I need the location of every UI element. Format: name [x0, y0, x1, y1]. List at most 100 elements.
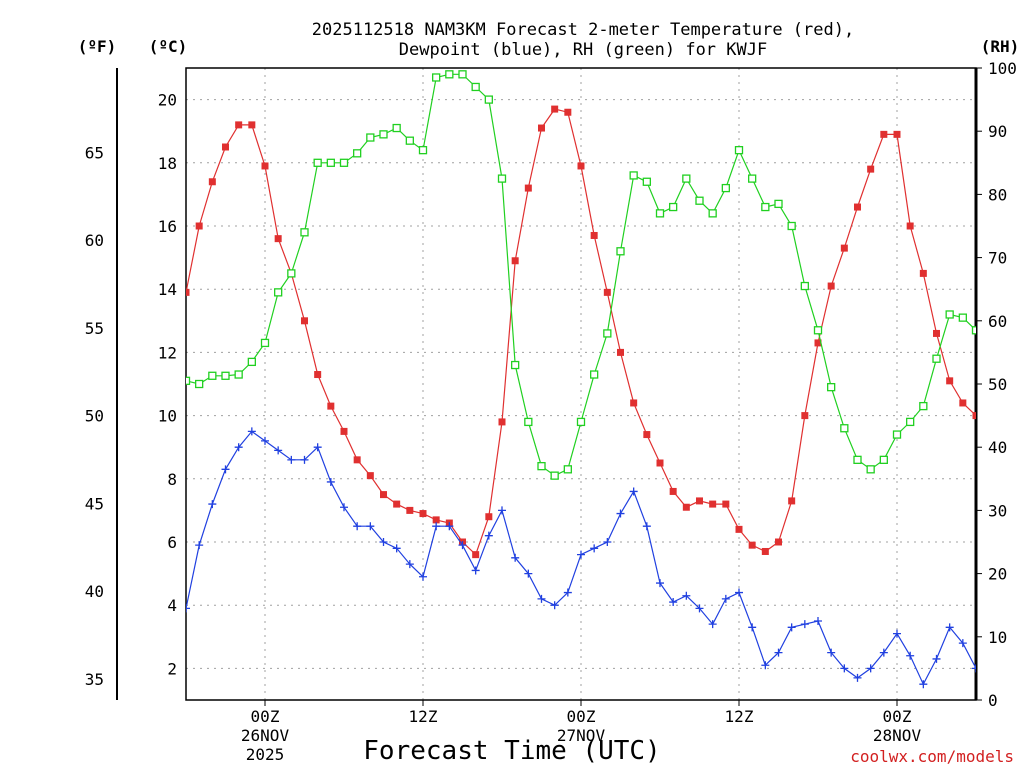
- data-point: [616, 247, 625, 256]
- data-point: [195, 222, 203, 230]
- data-point: [946, 377, 954, 385]
- rh-tick-label: 90: [988, 122, 1007, 141]
- rh-tick-label: 100: [988, 59, 1017, 78]
- celsius-tick-label: 4: [167, 596, 177, 615]
- data-point: [932, 354, 941, 363]
- data-point: [511, 360, 520, 370]
- data-point: [524, 569, 533, 578]
- data-point: [972, 412, 976, 420]
- data-point: [708, 209, 717, 218]
- data-point: [340, 427, 348, 435]
- data-point: [261, 436, 269, 445]
- x-tick-label: 00Z: [883, 707, 912, 726]
- data-point: [590, 231, 598, 239]
- data-point: [642, 177, 651, 186]
- data-point: [445, 70, 454, 79]
- x-tick-label: 00Z: [567, 707, 596, 726]
- data-point: [656, 579, 664, 588]
- rh-tick-label: 20: [988, 565, 1007, 584]
- data-point: [735, 588, 743, 597]
- data-point: [880, 130, 888, 138]
- data-point: [300, 228, 309, 237]
- data-point: [538, 124, 545, 132]
- data-point: [958, 639, 967, 648]
- data-point: [721, 183, 730, 193]
- data-point: [879, 648, 888, 657]
- data-point: [642, 522, 651, 531]
- data-point: [616, 509, 625, 518]
- data-point: [313, 158, 322, 167]
- data-point: [748, 623, 757, 632]
- data-point: [392, 544, 401, 553]
- data-point: [235, 121, 243, 129]
- data-point: [260, 338, 270, 348]
- data-point: [761, 202, 770, 212]
- data-point: [840, 424, 849, 433]
- rh-axis-unit: (RH): [981, 37, 1020, 56]
- x-tick-date: 28NOV: [873, 726, 922, 745]
- series-dewpoint: [186, 427, 976, 689]
- data-point: [326, 158, 335, 167]
- data-point: [748, 541, 756, 549]
- data-point: [471, 82, 480, 92]
- data-point: [603, 288, 611, 296]
- data-point: [919, 401, 928, 411]
- celsius-tick-label: 6: [167, 533, 177, 552]
- celsius-tick-label: 8: [167, 470, 177, 489]
- data-point: [551, 105, 559, 113]
- data-point: [893, 629, 901, 638]
- data-point: [550, 471, 559, 480]
- rh-tick-label: 10: [988, 628, 1007, 647]
- celsius-tick-label: 12: [158, 343, 177, 362]
- data-point: [800, 281, 809, 291]
- data-point: [471, 566, 480, 575]
- data-point: [971, 326, 976, 335]
- data-point: [669, 202, 678, 212]
- data-point: [379, 538, 388, 546]
- data-point: [590, 370, 599, 379]
- fahrenheit-tick-label: 40: [85, 582, 104, 601]
- data-point: [879, 455, 888, 464]
- data-point: [484, 531, 493, 540]
- data-point: [840, 244, 848, 252]
- data-point: [274, 288, 283, 297]
- data-point: [419, 510, 427, 518]
- data-point: [419, 572, 427, 581]
- data-point: [208, 371, 217, 380]
- data-point: [287, 269, 296, 278]
- data-point: [563, 588, 572, 597]
- series-rh: [186, 70, 976, 480]
- celsius-axis-unit: (ºC): [149, 37, 188, 56]
- data-point: [906, 222, 914, 230]
- data-point: [564, 108, 572, 116]
- data-point: [186, 604, 190, 613]
- fahrenheit-tick-label: 45: [85, 494, 104, 513]
- data-point: [274, 235, 282, 243]
- data-point: [853, 455, 862, 464]
- data-point: [629, 487, 638, 496]
- data-point: [0, 422, 7, 429]
- data-point: [577, 162, 585, 170]
- data-point: [696, 497, 703, 505]
- data-point: [813, 326, 823, 335]
- data-point: [695, 604, 704, 613]
- data-point: [301, 317, 308, 325]
- data-point: [405, 136, 414, 145]
- data-point: [314, 371, 322, 379]
- data-point: [340, 503, 348, 512]
- x-axis-label: Forecast Time (UTC): [363, 736, 660, 766]
- data-point: [682, 503, 690, 511]
- data-series: [0, 70, 976, 689]
- data-point: [761, 547, 769, 555]
- data-point: [208, 500, 217, 509]
- credit-link[interactable]: coolwx.com/models: [850, 747, 1014, 766]
- data-point: [853, 673, 862, 682]
- data-point: [274, 446, 283, 455]
- data-point: [247, 357, 256, 367]
- data-point: [406, 506, 414, 514]
- data-point: [814, 339, 822, 347]
- data-point: [484, 95, 493, 104]
- data-point: [511, 553, 520, 562]
- data-point: [418, 146, 428, 155]
- data-point: [827, 383, 836, 392]
